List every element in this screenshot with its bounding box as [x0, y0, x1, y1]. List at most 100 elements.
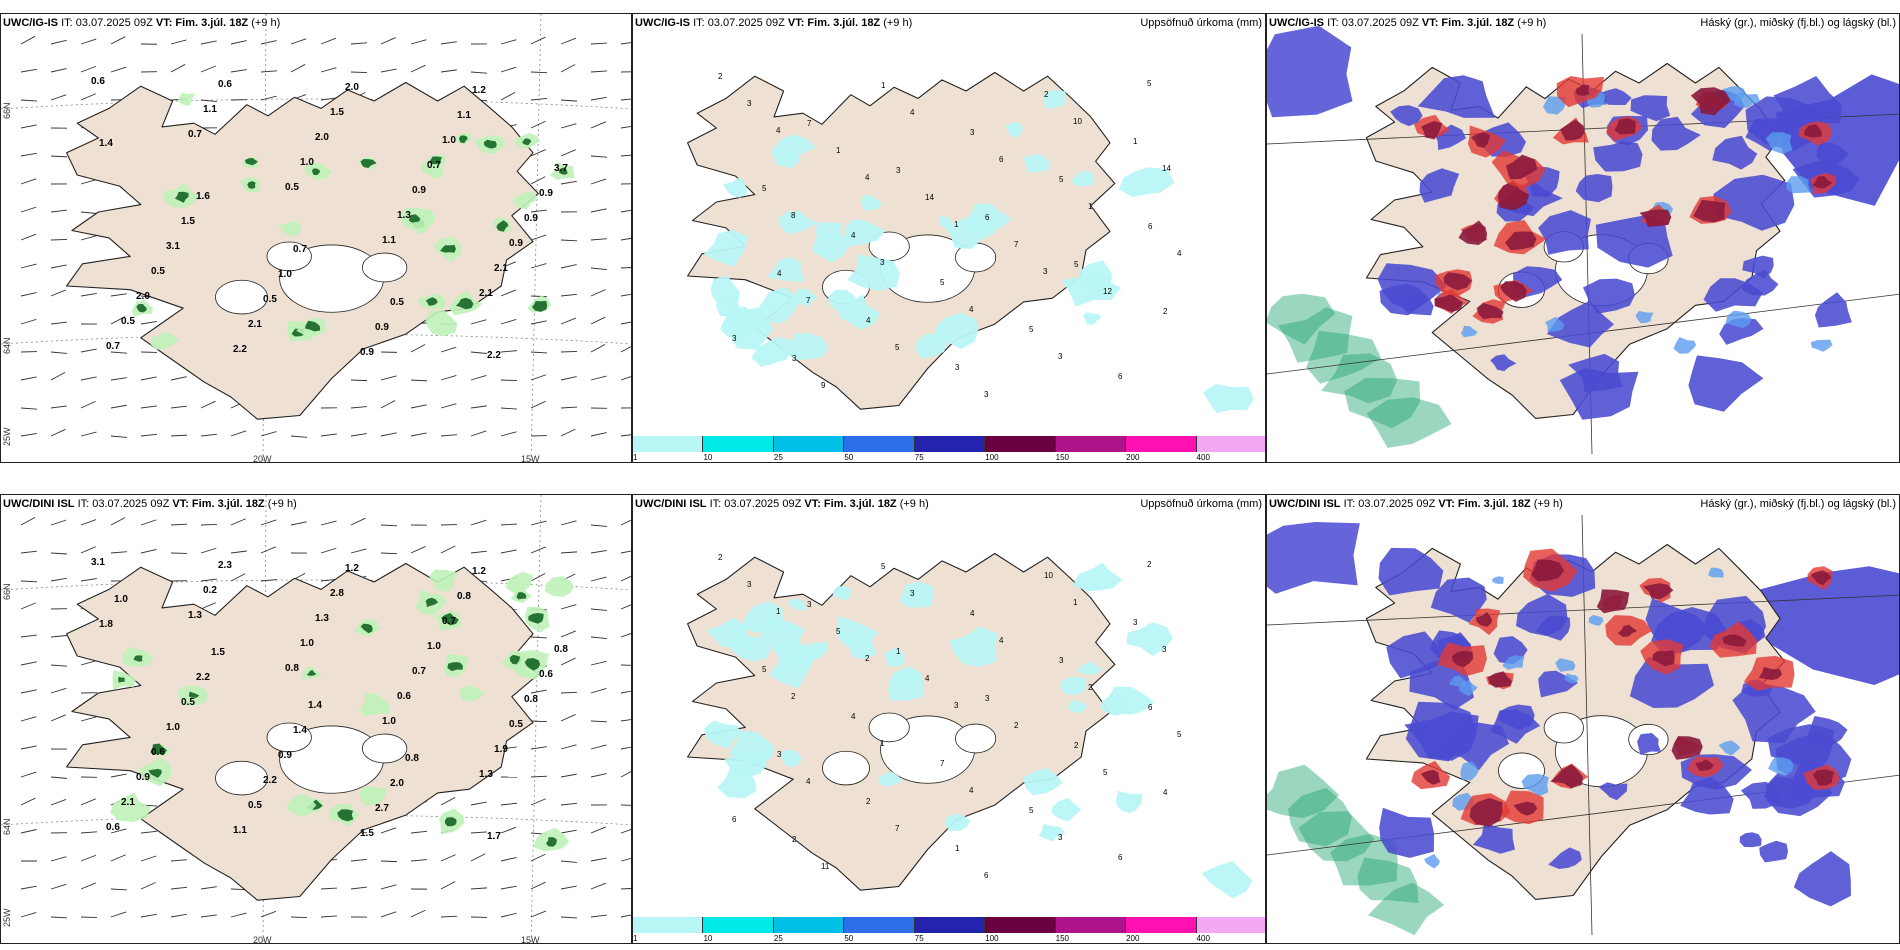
low-cloud-edge	[1588, 614, 1604, 626]
high-cloud	[1812, 769, 1835, 786]
value-label: 0.2	[203, 585, 217, 596]
wind-barb-icon	[470, 405, 487, 409]
wind-barb-icon	[560, 317, 577, 325]
panel-wind-dini: UWC/DINI ISL IT: 03.07.2025 09Z VT: Fim.…	[0, 494, 632, 944]
lat-label: 25W	[2, 427, 12, 446]
colorbar-segment	[1055, 917, 1127, 933]
value-label: 1.1	[382, 235, 396, 246]
glacier-outline	[266, 722, 312, 753]
glacier-outline	[361, 733, 408, 764]
wind-barb-icon	[590, 773, 607, 778]
value-label: 0.8	[405, 753, 419, 764]
high-cloud	[1614, 118, 1636, 135]
high-cloud	[1690, 87, 1731, 116]
low-cloud	[1490, 354, 1517, 372]
wind-barb-icon	[590, 826, 606, 834]
value-label: 1.0	[300, 157, 314, 168]
precip-area	[1076, 661, 1102, 675]
low-cloud	[1629, 656, 1714, 708]
high-cloud	[1476, 302, 1504, 320]
value-label: 1.3	[188, 610, 202, 621]
low-cloud	[1712, 135, 1758, 170]
wind-barb-icon	[110, 828, 127, 834]
precip-patch-dark	[150, 743, 167, 755]
value-label: 5	[940, 278, 945, 287]
wind-barb-icon	[410, 909, 426, 918]
wind-barb-icon	[590, 524, 607, 527]
low-cloud	[1267, 522, 1360, 594]
wind-barb-icon	[20, 550, 37, 554]
value-label: 3	[984, 390, 989, 399]
wind-barb-icon	[200, 602, 216, 610]
wind-barb-icon	[50, 405, 67, 409]
wind-barb-icon	[380, 524, 398, 527]
wind-barb-icon	[50, 94, 67, 101]
wind-barb-icon	[170, 405, 187, 409]
wind-barb-icon	[530, 400, 546, 409]
value-label: 2	[865, 654, 870, 663]
value-label: 4	[910, 108, 915, 117]
high-cloud	[1652, 650, 1675, 667]
wind-barb-icon	[440, 41, 457, 45]
wind-barb-icon	[500, 39, 517, 45]
wind-barb-icon	[200, 433, 217, 437]
precip-area	[727, 634, 772, 662]
precip-area	[944, 814, 971, 831]
wind-barb-icon	[470, 550, 487, 554]
wind-barb-icon	[140, 519, 157, 526]
value-label: 0.6	[106, 822, 120, 833]
wind-barb-icon	[560, 829, 577, 834]
wind-barb-icon	[140, 855, 157, 862]
wind-barb-icon	[80, 376, 97, 381]
wind-barb-icon	[410, 546, 426, 554]
wind-barb-icon	[590, 660, 607, 666]
value-label: 2	[1044, 90, 1049, 99]
wind-barb-icon	[50, 155, 68, 158]
wind-barb-icon	[470, 801, 487, 806]
wind-barb-icon	[620, 888, 631, 890]
wind-barb-icon	[200, 99, 217, 103]
panel-cloud-dini: UWC/DINI ISL IT: 03.07.2025 09Z VT: Fim.…	[1266, 494, 1900, 944]
wind-barb-icon	[350, 858, 367, 862]
value-label: 1.1	[233, 825, 247, 836]
precip-area	[1203, 384, 1254, 414]
wind-barb-icon	[20, 68, 37, 73]
wind-barb-icon	[380, 827, 397, 834]
wind-barb-icon	[320, 37, 337, 45]
wind-barb-icon	[200, 547, 217, 554]
value-label: 0.9	[136, 772, 150, 783]
wind-barb-icon	[350, 71, 368, 73]
value-label: 3	[792, 354, 797, 363]
wind-barb-icon	[500, 885, 517, 890]
value-label: 1.3	[397, 210, 411, 221]
wind-barb-icon	[410, 404, 427, 409]
low-cloud	[1719, 318, 1764, 345]
value-label: 3	[970, 128, 975, 137]
wind-barb-icon	[80, 348, 97, 353]
wind-barb-icon	[530, 71, 548, 74]
colorbar: 1 10 25 50 75 100 150 200 400	[633, 436, 1265, 462]
value-label: 1.5	[211, 647, 225, 658]
wind-barb-icon	[20, 634, 37, 638]
panel-right-title: Háský (gr.), miðský (fj.bl.) og lágský (…	[1700, 17, 1896, 29]
wind-barb-icon	[50, 209, 67, 213]
colorbar-tick-label: 100	[985, 453, 999, 462]
low-cloud-edge	[1586, 91, 1606, 108]
wind-barb-icon	[620, 346, 631, 353]
colorbar-segment	[1196, 917, 1265, 933]
wind-barb-icon	[470, 887, 487, 890]
lon-label: 15W	[521, 935, 540, 944]
wind-barb-icon	[620, 857, 631, 862]
panel-title: UWC/DINI ISL IT: 03.07.2025 09Z VT: Fim.…	[3, 498, 297, 510]
wind-barb-icon	[590, 289, 606, 297]
wind-barb-icon	[200, 65, 217, 73]
value-label: 8	[791, 211, 796, 220]
wind-barb-icon	[320, 520, 337, 526]
wind-barb-icon	[620, 632, 631, 638]
colorbar-tick-label: 10	[703, 453, 713, 462]
wind-barb-icon	[440, 881, 456, 890]
high-cloud	[1443, 272, 1472, 291]
value-label: 5	[1147, 79, 1152, 88]
value-label: 5	[1059, 175, 1064, 184]
precip-area	[878, 771, 903, 787]
